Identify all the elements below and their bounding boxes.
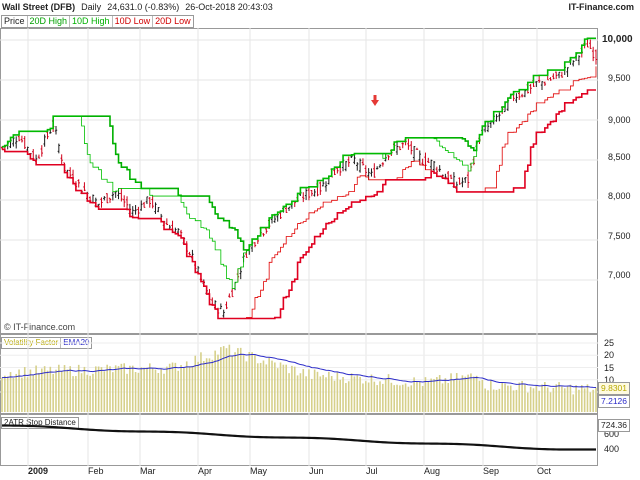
vol-factor-value: 9.8301 [598,382,630,395]
y-tick-8000: 8,000 [608,191,631,201]
stop-tick-600: 600 [604,429,620,439]
vol-tick-20: 20 [604,350,615,360]
stop-distance-line [1,424,596,451]
stop-value: 724.36 [598,419,630,432]
legend-price[interactable]: Price [2,16,28,27]
volatility-panel[interactable] [0,334,598,414]
watermark: © IT-Finance.com [4,322,76,332]
legend-20d-high[interactable]: 20D High [28,16,71,27]
stop-axis: 600 400 [598,414,640,466]
price-panel[interactable] [0,28,598,334]
x-label-oct: Oct [537,466,552,476]
vol-tick-25: 25 [604,338,615,348]
y-tick-7500: 7,500 [608,231,631,241]
y-tick-9500: 9,500 [608,73,631,83]
period: Daily [81,2,102,12]
x-label-mar: Mar [140,466,156,476]
x-label-jul: Jul [366,466,378,476]
vol-tick-10: 10 [604,375,615,385]
x-label-apr: Apr [198,466,213,476]
header-bar: Wall Street (DFB) Daily 24,631.0 (-0.83%… [0,0,640,14]
legend-10d-low[interactable]: 10D Low [113,16,154,27]
x-label-aug: Aug [424,466,441,476]
price-axis: 10,000 9,500 9,000 8,500 8,000 7,500 7,0… [598,28,640,334]
stop-panel[interactable] [0,414,598,466]
current-price: 24,631.0 (-0.83%) [107,2,180,12]
x-label-jun: Jun [309,466,324,476]
vol-tick-15: 15 [604,363,615,373]
datetime: 26-Oct-2018 20:43:03 [185,2,273,12]
10d-high-line [2,37,596,289]
y-tick-10000: 10,000 [602,34,633,45]
y-tick-9000: 9,000 [608,115,631,125]
20d-low-line [2,89,596,320]
legend-10d-high[interactable]: 10D High [70,16,113,27]
x-label-sep: Sep [483,466,500,476]
y-tick-8500: 8,500 [608,152,631,162]
y-tick-7000: 7,000 [608,270,631,280]
down-arrow-icon [371,95,379,107]
x-label-may: May [250,466,268,476]
legend-20d-low[interactable]: 20D Low [155,16,191,26]
x-label-2009: 2009 [28,466,49,476]
x-label-feb: Feb [88,466,104,476]
stop-label: 2ATR Stop Distance [4,418,76,427]
brand: IT-Finance.com [568,2,634,12]
instrument-name: Wall Street (DFB) [2,2,76,12]
ema-value: 7.2126 [598,395,630,408]
legend: Price 20D High 10D High 10D Low 20D Low [1,15,194,28]
stop-tick-400: 400 [604,444,620,454]
ema20-line [1,353,597,388]
